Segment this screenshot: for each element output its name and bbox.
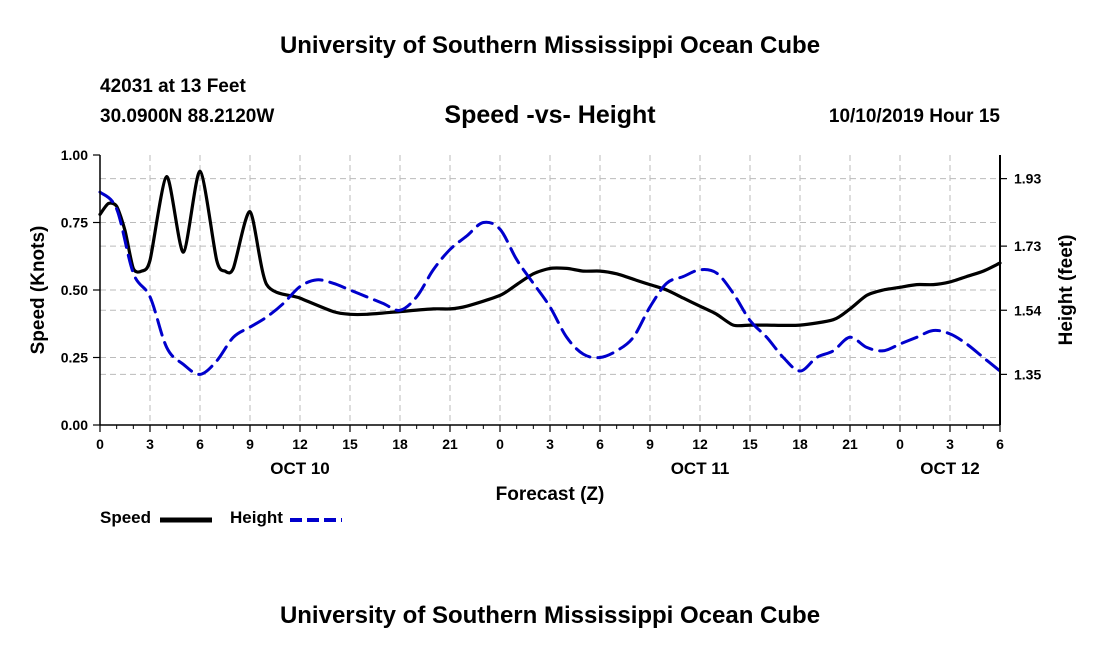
legend-height-swatch: [290, 518, 342, 522]
y2-axis-title: Height (feet): [1056, 235, 1077, 346]
y2-tick-label: 1.54: [1014, 302, 1041, 318]
x-tick-label: 6: [996, 436, 1004, 452]
x-tick-label: 0: [496, 436, 504, 452]
y-axis-title: Speed (Knots): [28, 226, 49, 355]
x-tick-label: 3: [546, 436, 554, 452]
axis-labels: Speed (Knots) Height (feet) Forecast (Z): [28, 226, 1077, 505]
station-label: 42031 at 13 Feet: [100, 76, 246, 97]
y-tick-label: 1.00: [61, 147, 88, 163]
series-line-speed: [98, 169, 1002, 328]
page-title: University of Southern Mississippi Ocean…: [279, 32, 821, 59]
x-tick-label: 9: [246, 436, 254, 452]
x-tick-label: 18: [392, 436, 408, 452]
x-day-label: OCT 12: [920, 459, 980, 478]
legend-speed-swatch: [160, 517, 212, 523]
y-tick-label: 0.50: [61, 282, 88, 298]
datetime-label: 10/10/2019 Hour 15: [828, 106, 1000, 127]
y-tick-label: 0.75: [61, 215, 88, 231]
legend-height-label: Height: [230, 508, 283, 527]
x-day-label: OCT 11: [671, 459, 730, 478]
x-tick-label: 15: [342, 436, 358, 452]
y-tick-label: 0.00: [61, 417, 88, 433]
x-day-label: OCT 10: [270, 459, 330, 478]
x-tick-label: 12: [692, 436, 708, 452]
x-tick-label: 3: [946, 436, 954, 452]
y-tick-label: 0.25: [61, 350, 88, 366]
x-tick-label: 0: [896, 436, 904, 452]
x-tick-label: 6: [196, 436, 204, 452]
x-tick-label: 12: [292, 436, 308, 452]
x-tick-label: 0: [96, 436, 104, 452]
y2-tick-label: 1.93: [1014, 171, 1041, 187]
x-tick-label: 21: [842, 436, 858, 452]
x-tick-label: 6: [596, 436, 604, 452]
legend-speed-label: Speed: [100, 508, 152, 527]
x-tick-label: 18: [792, 436, 808, 452]
coordinates-label: 30.0900N 88.2120W: [100, 106, 275, 127]
x-tick-label: 3: [146, 436, 154, 452]
x-tick-label: 9: [646, 436, 654, 452]
y2-tick-label: 1.35: [1014, 366, 1041, 382]
series-layer: [98, 169, 1002, 376]
y2-tick-label: 1.73: [1014, 238, 1041, 254]
series-line-height: [98, 190, 1002, 376]
axes: 0 3 6 9 12 15 18 21 0 3 6 9 12 15 18 21 0 3 6 OCT 10 OCT 11 O…: [61, 147, 1042, 478]
speed-height-chart: 0 3 6 9 12 15 18 21 0 3 6 9 12 15 18 21 0 3 6 OCT 10 OCT 11 O…: [28, 147, 1077, 505]
x-tick-label: 15: [742, 436, 758, 452]
chart-subtitle: Speed -vs- Height: [444, 101, 656, 129]
footer-title: University of Southern Mississippi Ocean…: [279, 602, 821, 629]
x-tick-label: 21: [442, 436, 458, 452]
grid: [100, 155, 1000, 425]
x-axis-title: Forecast (Z): [496, 484, 605, 505]
